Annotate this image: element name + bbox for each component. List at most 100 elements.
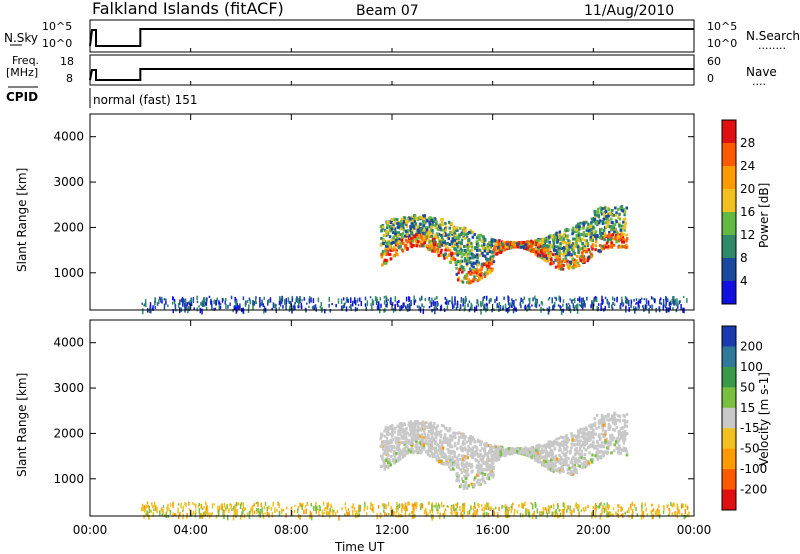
ground-scatter-cell-velocity <box>608 504 610 509</box>
iono-scatter-cell-velocity <box>386 426 389 430</box>
iono-scatter-cell-velocity <box>564 452 568 456</box>
iono-scatter-cell-power <box>573 258 576 262</box>
ground-scatter-cell-power <box>510 304 513 308</box>
iono-scatter-cell-power <box>461 266 464 270</box>
ground-scatter-cell-velocity <box>264 501 267 506</box>
ground-scatter-cell-power <box>218 300 220 305</box>
iono-scatter-cell-power <box>459 232 463 236</box>
ground-scatter-cell-power <box>666 298 669 303</box>
ground-scatter-cell-power <box>540 301 543 305</box>
ground-scatter-cell-power <box>378 301 380 305</box>
iono-scatter-cell-power <box>568 240 572 244</box>
iono-scatter-cell-velocity <box>558 468 562 472</box>
ground-scatter-cell-power <box>248 297 251 301</box>
iono-scatter-cell-power <box>555 235 559 239</box>
iono-scatter-cell-power <box>458 241 461 245</box>
iono-scatter-cell-velocity <box>549 452 553 456</box>
iono-scatter-cell-power <box>605 225 608 229</box>
ground-scatter-cell-velocity <box>506 506 508 511</box>
iono-scatter-cell-power <box>587 232 590 236</box>
ground-scatter-cell-velocity <box>450 507 452 510</box>
ground-scatter-cell-velocity <box>270 506 273 511</box>
ground-scatter-cell-power <box>562 299 565 303</box>
ground-scatter-cell-power <box>586 296 588 301</box>
ground-scatter-cell-power <box>216 297 218 302</box>
ground-scatter-cell-power <box>562 308 564 313</box>
ground-scatter-cell-velocity <box>404 513 406 517</box>
ground-scatter-cell-power <box>498 302 501 306</box>
ground-scatter-cell-power <box>642 305 645 311</box>
ground-scatter-cell-velocity <box>234 504 236 510</box>
iono-scatter-cell-velocity <box>389 444 393 448</box>
iono-scatter-cell-velocity <box>462 435 466 439</box>
ground-scatter-cell-velocity <box>257 503 259 506</box>
iono-scatter-cell-velocity <box>479 465 483 469</box>
ground-scatter-cell-velocity <box>594 506 596 511</box>
iono-scatter-cell-velocity <box>607 440 610 444</box>
iono-scatter-cell-power <box>448 226 452 230</box>
iono-scatter-cell-power <box>443 256 446 260</box>
ground-scatter-cell-velocity <box>612 507 615 510</box>
ground-scatter-cell-velocity <box>392 513 395 516</box>
iono-scatter-cell-power <box>427 244 431 248</box>
ground-scatter-cell-power <box>551 297 553 304</box>
iono-scatter-cell-velocity <box>448 427 452 431</box>
iono-scatter-cell-velocity <box>609 417 612 421</box>
iono-scatter-cell-velocity <box>489 471 492 475</box>
ground-scatter-cell-velocity <box>612 513 614 517</box>
iono-scatter-cell-velocity <box>413 420 417 424</box>
iono-scatter-cell-velocity <box>399 423 403 427</box>
iono-scatter-cell-velocity <box>613 449 616 453</box>
ground-scatter-cell-velocity <box>142 505 144 512</box>
iono-scatter-cell-velocity <box>383 464 387 468</box>
ground-scatter-cell-power <box>507 296 510 302</box>
ground-scatter-cell-velocity <box>226 504 228 510</box>
iono-scatter-cell-velocity <box>471 449 475 453</box>
ground-scatter-cell-power <box>252 300 254 306</box>
ground-scatter-cell-velocity <box>472 505 475 511</box>
iono-scatter-cell-power <box>612 243 616 247</box>
ground-scatter-cell-power <box>611 296 614 301</box>
iono-scatter-cell-velocity <box>538 445 541 449</box>
ground-scatter-cell-power <box>364 303 367 307</box>
ground-scatter-cell-power <box>337 300 340 304</box>
ground-scatter-cell-velocity <box>429 509 431 515</box>
iono-scatter-cell-velocity <box>579 431 582 435</box>
iono-scatter-cell-velocity <box>587 432 590 436</box>
iono-scatter-cell-power <box>488 267 491 271</box>
iono-scatter-cell-velocity <box>624 433 627 437</box>
iono-scatter-cell-velocity <box>571 434 574 438</box>
iono-scatter-cell-power <box>470 231 473 235</box>
iono-scatter-cell-power <box>456 226 459 230</box>
ground-scatter-cell-velocity <box>438 504 441 509</box>
iono-scatter-cell-velocity <box>482 454 485 458</box>
iono-scatter-cell-velocity <box>388 464 391 468</box>
iono-scatter-cell-power <box>604 234 607 238</box>
ground-scatter-cell-power <box>296 296 298 299</box>
iono-scatter-cell-velocity <box>457 479 461 483</box>
iono-scatter-cell-velocity <box>576 460 579 464</box>
ground-scatter-cell-velocity <box>628 507 630 514</box>
ground-scatter-cell-power <box>402 304 404 307</box>
iono-scatter-cell-velocity <box>592 431 595 435</box>
ground-scatter-cell-power <box>548 297 551 300</box>
ground-scatter-cell-velocity <box>548 509 550 514</box>
iono-scatter-cell-power <box>465 252 468 256</box>
iono-scatter-cell-power <box>613 230 616 234</box>
ground-scatter-cell-velocity <box>594 502 597 508</box>
iono-scatter-cell-velocity <box>622 448 625 452</box>
iono-scatter-cell-velocity <box>590 434 593 438</box>
iono-scatter-cell-power <box>414 222 417 226</box>
iono-scatter-cell-power <box>422 241 425 245</box>
iono-scatter-cell-velocity <box>560 466 564 470</box>
iono-scatter-cell-power <box>560 260 564 264</box>
ground-scatter-cell-velocity <box>318 513 320 517</box>
ground-scatter-cell-power <box>304 307 307 311</box>
iono-scatter-cell-power <box>384 244 388 248</box>
iono-scatter-cell-power <box>610 228 613 232</box>
iono-scatter-cell-power <box>381 263 384 267</box>
ground-scatter-cell-power <box>590 304 592 309</box>
iono-scatter-cell-velocity <box>459 485 462 489</box>
iono-scatter-cell-velocity <box>557 436 561 440</box>
iono-scatter-cell-power <box>522 245 526 249</box>
